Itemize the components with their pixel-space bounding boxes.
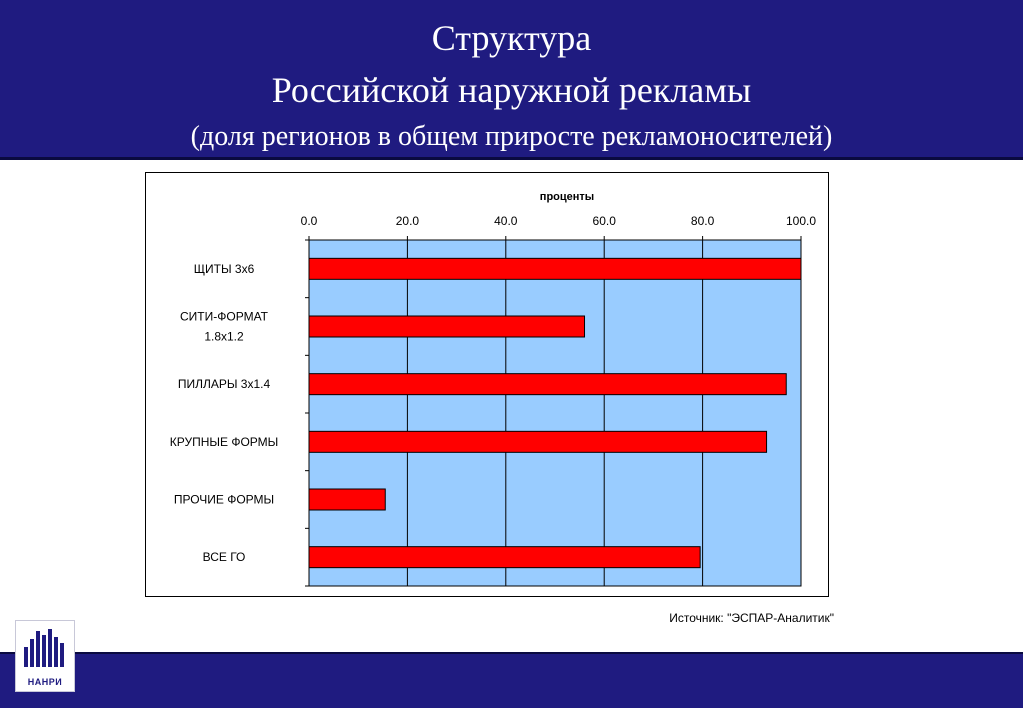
category-label: ПРОЧИЕ ФОРМЫ [174, 493, 274, 507]
bar [308, 373, 787, 396]
bar [308, 546, 701, 569]
x-tick-label: 0.0 [301, 214, 318, 228]
footer-bar [0, 652, 1023, 708]
x-tick-label: 20.0 [396, 214, 420, 228]
bar [308, 257, 802, 280]
plot-area [308, 239, 802, 587]
x-tick-label: 60.0 [593, 214, 617, 228]
logo-text: НАНРИ [27, 677, 63, 687]
x-tick-label: 100.0 [786, 214, 816, 228]
page-subtitle: (доля регионов в общем приросте рекламон… [190, 121, 833, 152]
x-tick-label: 80.0 [691, 214, 715, 228]
bar-chart: проценты 0.0 20.0 40.0 60.0 80.0 100.0 ЩИТЫ 3х6… [170, 191, 816, 587]
chart-frame: проценты 0.0 20.0 40.0 60.0 80.0 100.0 ЩИТЫ 3х6… [145, 172, 829, 597]
source-note: Источник: "ЭСПАР-Аналитик" [669, 611, 834, 625]
category-label: ЩИТЫ 3х6 [194, 262, 255, 276]
header-banner: Структура Российской наружной рекламы (д… [0, 0, 1023, 157]
header-divider [0, 157, 1023, 160]
bar [308, 488, 386, 511]
category-label: КРУПНЫЕ ФОРМЫ [170, 435, 279, 449]
category-label: ПИЛЛАРЫ 3х1.4 [178, 377, 271, 391]
category-label: ВСЕ ГО [203, 550, 246, 564]
page-title-line2: Российской наружной рекламы [271, 70, 752, 110]
page-title-line1: Структура [431, 18, 592, 58]
bar [308, 430, 768, 453]
x-tick-label: 40.0 [494, 214, 518, 228]
nanri-logo: НАНРИ [15, 620, 75, 692]
category-label: СИТИ-ФОРМАТ 1.8х1.2 [180, 310, 269, 344]
bar [308, 315, 586, 338]
chart-title: проценты [540, 191, 594, 203]
bar-chart-logo-icon [24, 629, 64, 667]
